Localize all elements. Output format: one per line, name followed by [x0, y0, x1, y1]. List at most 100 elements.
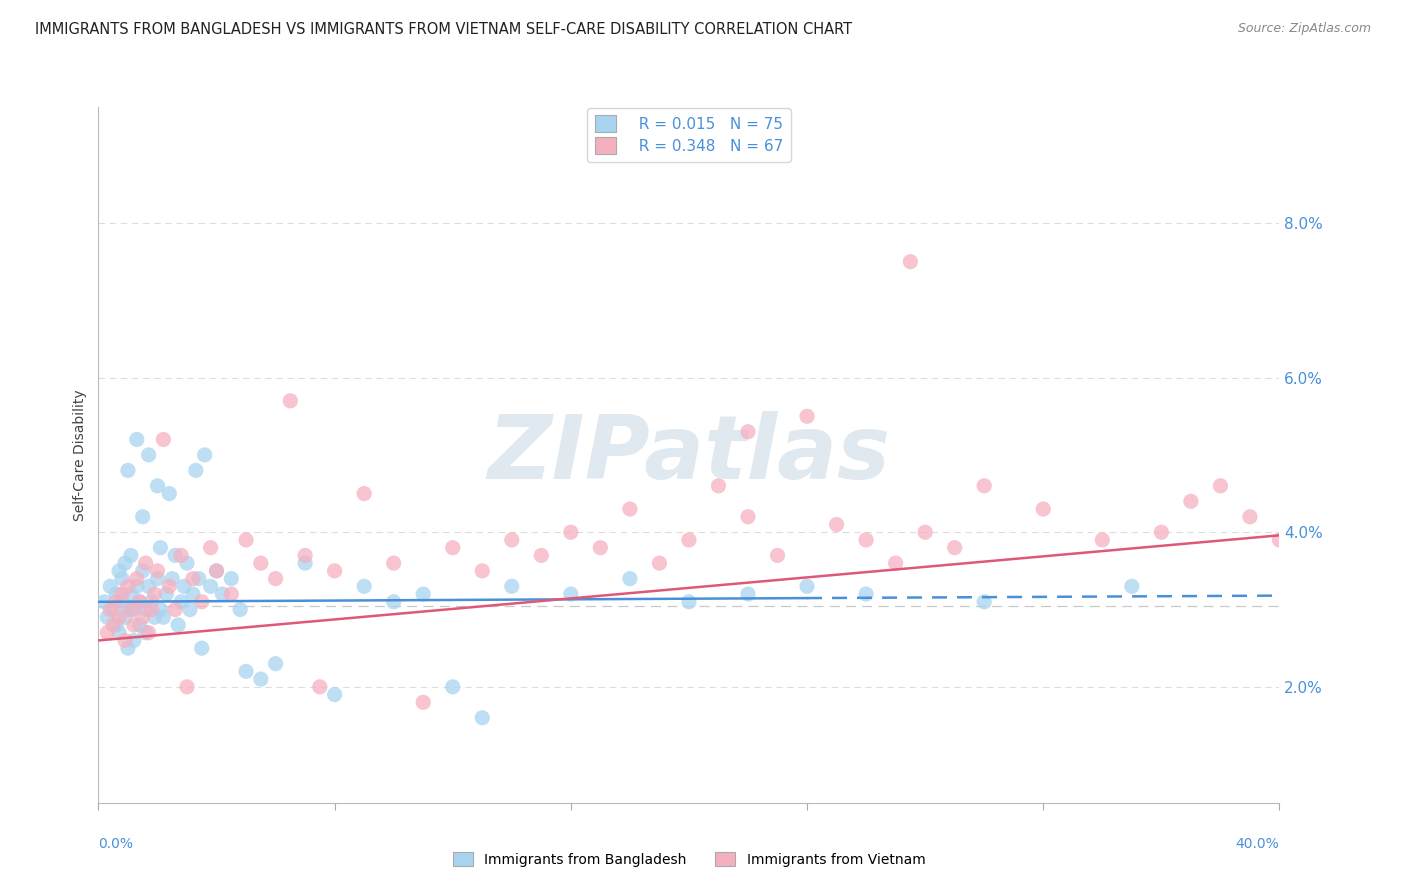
Point [138, 625, 160, 640]
Point [235, 665, 257, 679]
Point [900, 254, 922, 268]
Point [619, 572, 641, 586]
Legend: Immigrants from Bangladesh, Immigrants from Vietnam: Immigrants from Bangladesh, Immigrants f… [447, 847, 931, 872]
Point [105, 618, 128, 632]
Point [973, 595, 995, 609]
Point [114, 633, 136, 648]
Point [560, 587, 582, 601]
Point [165, 549, 187, 563]
Point [200, 579, 222, 593]
Point [128, 595, 150, 609]
Point [105, 595, 128, 609]
Text: Source: ZipAtlas.com: Source: ZipAtlas.com [1237, 22, 1371, 36]
Point [1032, 502, 1054, 516]
Point [471, 564, 494, 578]
Point [382, 595, 405, 609]
Text: ZIPatlas: ZIPatlas [488, 411, 890, 499]
Point [122, 633, 145, 648]
Point [560, 525, 582, 540]
Point [412, 587, 434, 601]
Point [707, 479, 730, 493]
Point [441, 541, 464, 555]
Point [149, 602, 172, 616]
Point [122, 602, 145, 616]
Point [149, 541, 172, 555]
Point [157, 579, 180, 593]
Point [973, 479, 995, 493]
Point [1239, 804, 1261, 818]
Text: IMMIGRANTS FROM BANGLADESH VS IMMIGRANTS FROM VIETNAM SELF-CARE DISABILITY CORRE: IMMIGRANTS FROM BANGLADESH VS IMMIGRANTS… [35, 22, 852, 37]
Point [132, 509, 155, 524]
Point [1239, 509, 1261, 524]
Point [103, 602, 125, 616]
Point [825, 517, 848, 532]
Point [737, 587, 759, 601]
Point [914, 525, 936, 540]
Point [1150, 525, 1173, 540]
Point [191, 641, 214, 656]
Point [187, 572, 209, 586]
Point [117, 602, 139, 616]
Point [179, 602, 201, 616]
Point [125, 572, 148, 586]
Point [181, 587, 204, 601]
Point [114, 610, 136, 624]
Point [855, 533, 877, 547]
Point [191, 595, 214, 609]
Point [138, 579, 160, 593]
Point [353, 486, 375, 500]
Point [229, 602, 252, 616]
Point [1091, 533, 1114, 547]
Point [146, 564, 169, 578]
Point [501, 579, 523, 593]
Point [501, 533, 523, 547]
Point [167, 618, 190, 632]
Point [1209, 479, 1232, 493]
Point [162, 572, 183, 586]
Point [184, 463, 207, 477]
Point [117, 579, 139, 593]
Point [108, 564, 131, 578]
Point [176, 556, 198, 570]
Point [176, 680, 198, 694]
Text: 0.0%: 0.0% [98, 837, 134, 851]
Point [323, 564, 346, 578]
Point [1121, 579, 1143, 593]
Point [796, 409, 818, 424]
Point [221, 587, 243, 601]
Point [648, 556, 671, 570]
Point [141, 602, 163, 616]
Point [111, 572, 134, 586]
Point [766, 549, 789, 563]
Point [589, 541, 612, 555]
Point [737, 509, 759, 524]
Point [117, 641, 139, 656]
Point [200, 541, 222, 555]
Point [943, 541, 966, 555]
Point [105, 587, 128, 601]
Point [138, 448, 160, 462]
Point [855, 587, 877, 601]
Point [294, 549, 316, 563]
Point [181, 572, 204, 586]
Text: 40.0%: 40.0% [1236, 837, 1279, 851]
Point [143, 610, 166, 624]
Point [205, 564, 228, 578]
Point [96, 610, 118, 624]
Point [128, 595, 150, 609]
Point [146, 572, 169, 586]
Point [309, 680, 332, 694]
Point [117, 463, 139, 477]
Point [170, 595, 193, 609]
Point [120, 587, 142, 601]
Point [98, 602, 121, 616]
Point [619, 502, 641, 516]
Point [108, 625, 131, 640]
Point [125, 433, 148, 447]
Point [135, 556, 157, 570]
Point [125, 579, 148, 593]
Point [120, 602, 142, 616]
Point [194, 448, 217, 462]
Point [796, 579, 818, 593]
Point [441, 680, 464, 694]
